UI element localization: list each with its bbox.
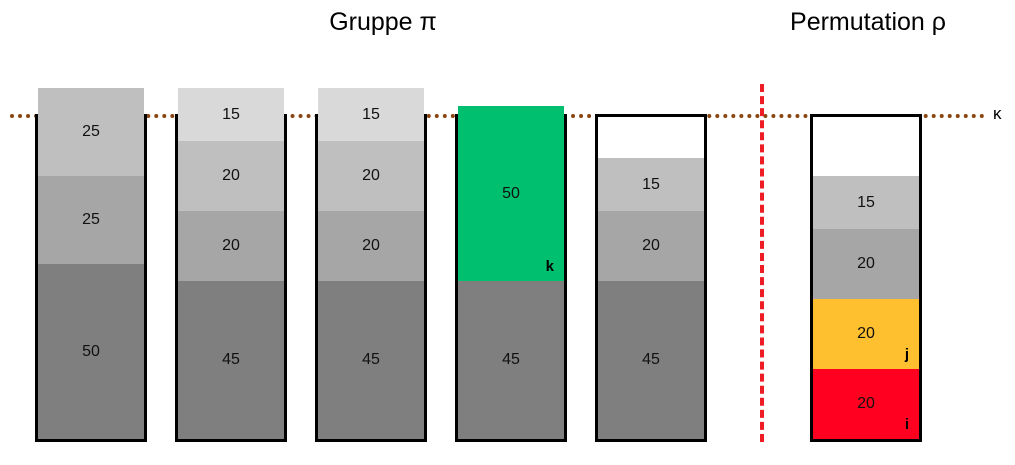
segment-value: 20 bbox=[642, 237, 660, 254]
group-bin-column: 45 20 20 15 bbox=[315, 88, 427, 442]
bin-segment: 50 k bbox=[458, 106, 564, 281]
group-bin-column: 45 20 20 15 bbox=[175, 88, 287, 442]
bin-segment: 20 j bbox=[813, 299, 919, 369]
segment-tag: k bbox=[545, 258, 554, 275]
segment-value: 45 bbox=[502, 351, 520, 368]
group-heading: Gruppe π bbox=[329, 8, 437, 36]
bin-segment: 20 bbox=[178, 141, 284, 211]
segment-value: 20 bbox=[857, 255, 875, 272]
bin-segment: 15 bbox=[178, 88, 284, 141]
segment-value: 15 bbox=[642, 175, 660, 193]
segment-tag: j bbox=[904, 346, 909, 363]
segment-value: 20 bbox=[857, 325, 875, 342]
threshold-label: κ bbox=[993, 104, 1002, 123]
bin-segment: 20 bbox=[318, 211, 424, 281]
segment-value: 20 bbox=[222, 237, 240, 254]
bin-segment: 20 bbox=[178, 211, 284, 281]
bin-segment: 20 bbox=[598, 211, 704, 281]
bin-segment: 45 bbox=[598, 281, 704, 439]
segment-value: 45 bbox=[222, 351, 240, 368]
bin-segment: 20 bbox=[318, 141, 424, 211]
segment-value: 20 bbox=[222, 167, 240, 184]
bin-segment: 25 bbox=[38, 176, 144, 264]
permutation-heading: Permutation ρ bbox=[790, 8, 946, 36]
segment-value: 25 bbox=[82, 211, 100, 228]
segment-value: 15 bbox=[857, 193, 875, 211]
segment-value: 20 bbox=[362, 167, 380, 184]
segment-value: 20 bbox=[362, 237, 380, 254]
bin-segment: 15 bbox=[598, 158, 704, 211]
group-bin-column: 45 50 k bbox=[455, 106, 567, 442]
segment-value: 50 bbox=[502, 184, 520, 202]
bin-segment: 20 i bbox=[813, 369, 919, 439]
segment-value: 45 bbox=[642, 351, 660, 368]
bin-segment: 20 bbox=[813, 229, 919, 299]
segment-tag: i bbox=[904, 416, 909, 433]
bin-segment: 45 bbox=[178, 281, 284, 439]
bin-segment: 45 bbox=[458, 281, 564, 439]
segment-value: 15 bbox=[362, 105, 380, 123]
group-bin-column: 45 20 15 bbox=[595, 114, 707, 442]
segment-value: 15 bbox=[222, 105, 240, 123]
bin-segment: 15 bbox=[813, 176, 919, 229]
permutation-bin-column: 20 i 20 j 20 15 bbox=[810, 114, 922, 442]
segment-value: 50 bbox=[82, 342, 100, 360]
bin-segment: 50 bbox=[38, 264, 144, 439]
group-bin-column: 50 25 25 bbox=[35, 88, 147, 442]
segment-value: 45 bbox=[362, 351, 380, 368]
bin-segment: 25 bbox=[38, 88, 144, 176]
bin-segment: 15 bbox=[318, 88, 424, 141]
bin-segment: 45 bbox=[318, 281, 424, 439]
segment-value: 20 bbox=[857, 395, 875, 412]
segment-value: 25 bbox=[82, 123, 100, 140]
group-permutation-divider bbox=[760, 84, 764, 442]
